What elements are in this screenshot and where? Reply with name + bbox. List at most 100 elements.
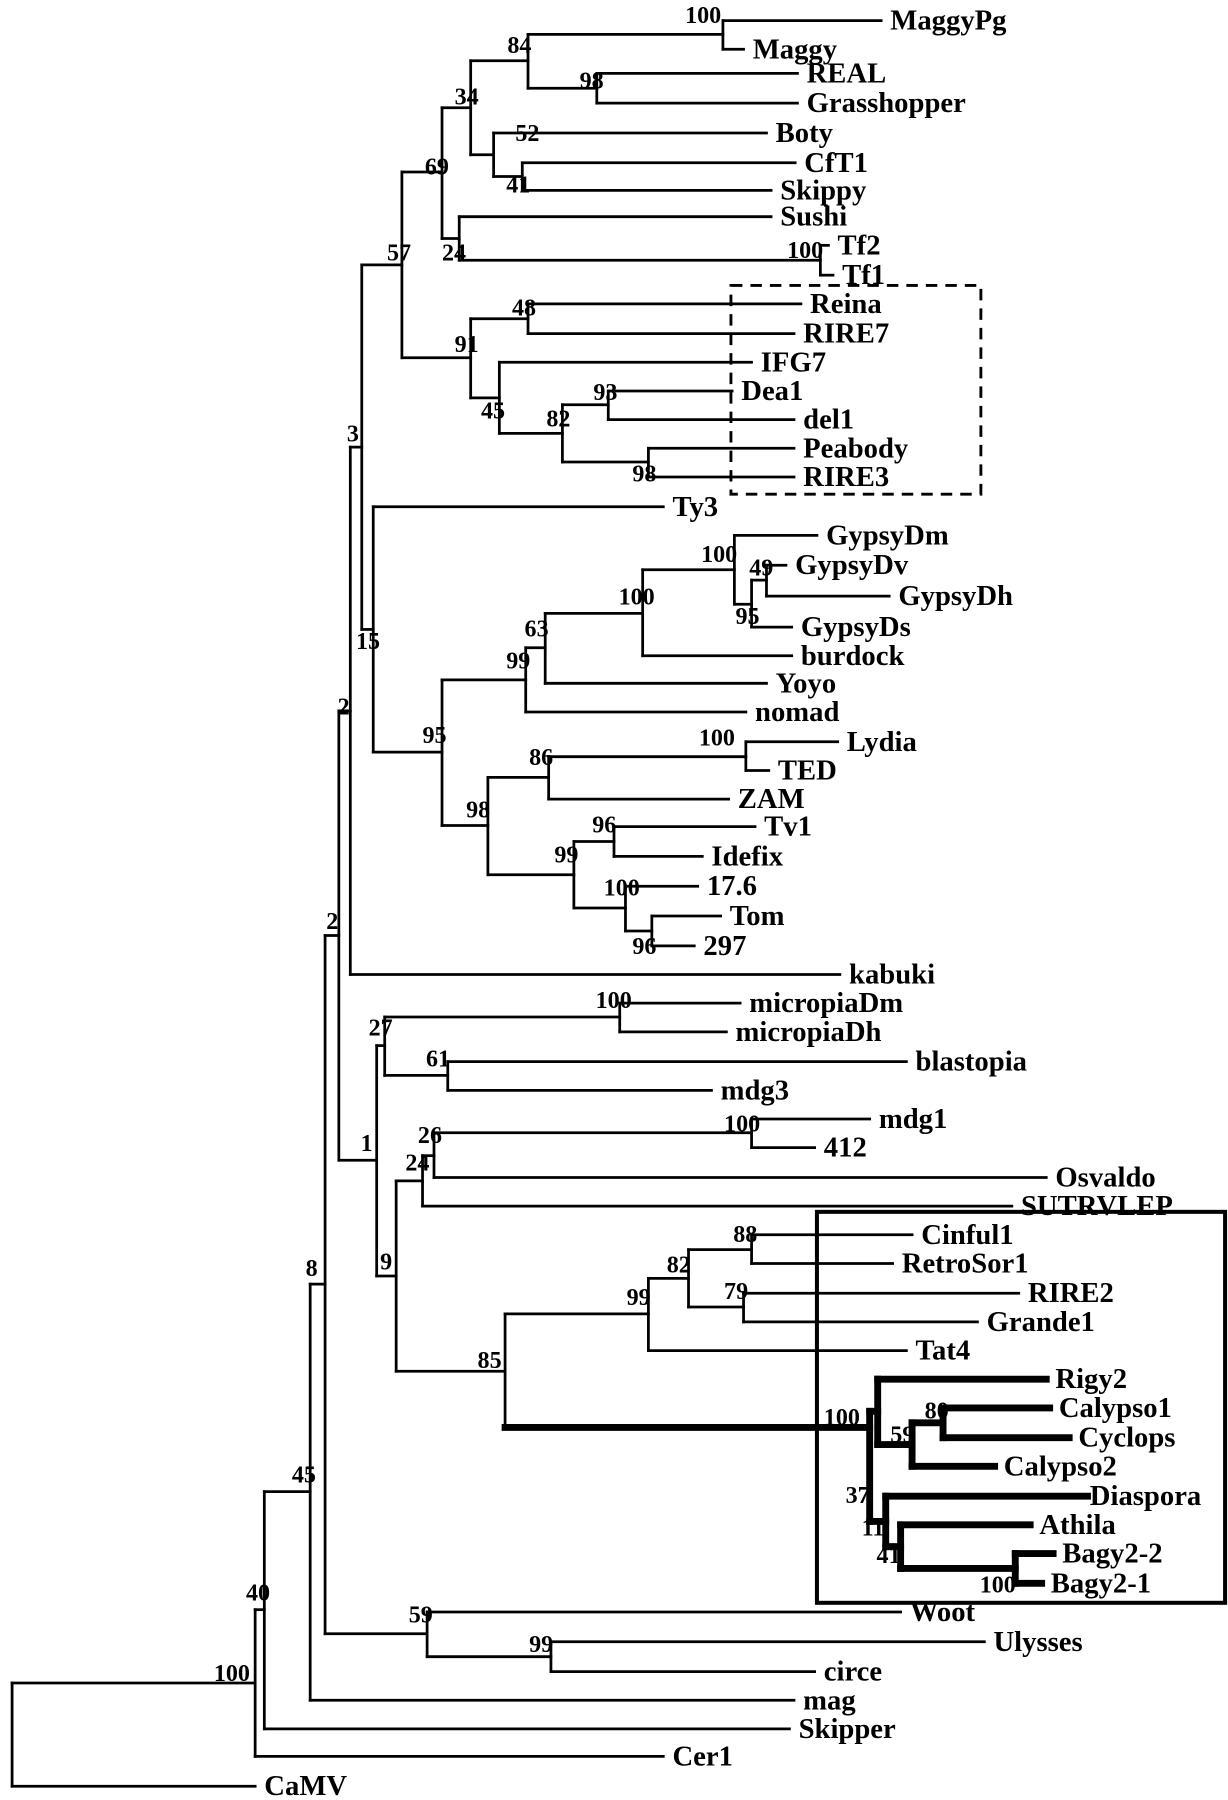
taxon-label: del1 bbox=[803, 404, 854, 436]
taxon-label: 412 bbox=[824, 1132, 867, 1164]
bootstrap-value: 79 bbox=[724, 1279, 748, 1305]
bootstrap-value: 99 bbox=[554, 842, 578, 868]
taxon-label: REAL bbox=[807, 57, 887, 89]
taxon-label: Bagy2-1 bbox=[1051, 1567, 1151, 1599]
taxon-label: CfT1 bbox=[804, 147, 868, 179]
bootstrap-value: 1 bbox=[361, 1131, 373, 1157]
bootstrap-value: 88 bbox=[733, 1222, 757, 1248]
bootstrap-value: 80 bbox=[925, 1398, 949, 1424]
bootstrap-value: 98 bbox=[632, 462, 656, 488]
taxon-label: Athila bbox=[1039, 1509, 1115, 1541]
taxon-label: circe bbox=[824, 1656, 882, 1688]
bootstrap-value: 41 bbox=[506, 173, 530, 199]
taxon-label: GypsyDs bbox=[801, 611, 911, 643]
bootstrap-value: 52 bbox=[515, 121, 539, 147]
bootstrap-value: 2 bbox=[326, 909, 338, 935]
taxon-label: Ty3 bbox=[672, 491, 718, 523]
bootstrap-value: 82 bbox=[546, 407, 570, 433]
taxon-label: Grasshopper bbox=[807, 87, 966, 119]
bootstrap-value: 61 bbox=[426, 1046, 450, 1072]
taxon-label: SUTRVLEP bbox=[1021, 1190, 1173, 1222]
taxon-label: blastopia bbox=[916, 1046, 1027, 1078]
taxon-label: RIRE3 bbox=[803, 461, 889, 493]
bootstrap-value: 100 bbox=[596, 988, 632, 1014]
taxon-label: Osvaldo bbox=[1055, 1161, 1155, 1193]
taxon-label: mag bbox=[803, 1684, 856, 1716]
bootstrap-value: 27 bbox=[369, 1015, 393, 1041]
bootstrap-value: 37 bbox=[846, 1483, 870, 1509]
taxon-label: 17.6 bbox=[707, 870, 757, 902]
taxon-label: CaMV bbox=[264, 1770, 347, 1800]
taxon-label: Ulysses bbox=[993, 1626, 1082, 1658]
bootstrap-value: 45 bbox=[481, 399, 505, 425]
bootstrap-value: 100 bbox=[980, 1573, 1016, 1599]
bootstrap-value: 82 bbox=[667, 1253, 691, 1279]
taxon-label: Skippy bbox=[780, 174, 867, 206]
taxon-label: micropiaDh bbox=[736, 1016, 882, 1048]
taxon-label: Peabody bbox=[803, 432, 909, 464]
bootstrap-value: 100 bbox=[604, 876, 640, 902]
taxon-label: Skipper bbox=[799, 1713, 896, 1745]
taxon-label: Dea1 bbox=[741, 375, 803, 407]
taxon-label: Cer1 bbox=[672, 1740, 732, 1772]
taxon-label: Grande1 bbox=[987, 1306, 1095, 1338]
bootstrap-value: 100 bbox=[699, 725, 735, 751]
bootstrap-value: 3 bbox=[347, 422, 359, 448]
bootstrap-value: 96 bbox=[632, 934, 656, 960]
bootstrap-value: 69 bbox=[425, 154, 449, 180]
solid-highlight-box bbox=[814, 1209, 1228, 1605]
bootstrap-value: 24 bbox=[442, 240, 466, 266]
bootstrap-value: 85 bbox=[478, 1348, 502, 1374]
bootstrap-value: 100 bbox=[724, 1112, 760, 1138]
bootstrap-value: 2 bbox=[338, 694, 350, 720]
taxon-label: GypsyDm bbox=[826, 519, 949, 551]
taxon-label: Tom bbox=[730, 900, 785, 932]
bootstrap-value: 40 bbox=[246, 1581, 270, 1607]
taxon-label: Tf2 bbox=[838, 229, 881, 261]
taxon-label: Diaspora bbox=[1090, 1480, 1201, 1512]
taxon-label: Boty bbox=[776, 117, 834, 149]
taxon-label: Idefix bbox=[711, 840, 783, 872]
bootstrap-value: 59 bbox=[890, 1422, 914, 1448]
taxon-label: 297 bbox=[703, 930, 746, 962]
taxon-label: TED bbox=[778, 754, 837, 786]
taxon-label: Tv1 bbox=[764, 811, 812, 843]
bootstrap-value: 100 bbox=[701, 542, 737, 568]
bootstrap-value: 8 bbox=[306, 1256, 318, 1282]
bootstrap-value: 45 bbox=[292, 1463, 316, 1489]
bootstrap-value: 95 bbox=[736, 604, 760, 630]
bootstrap-value: 41 bbox=[877, 1543, 901, 1569]
bootstrap-value: 86 bbox=[529, 745, 553, 771]
taxon-label: Tf1 bbox=[842, 259, 885, 291]
taxon-label: Cyclops bbox=[1078, 1422, 1175, 1454]
bootstrap-value: 34 bbox=[455, 84, 479, 110]
taxon-label: RIRE2 bbox=[1028, 1277, 1114, 1309]
bootstrap-value: 95 bbox=[423, 723, 447, 749]
bootstrap-value: 99 bbox=[506, 649, 530, 675]
bootstrap-value: 99 bbox=[529, 1632, 553, 1658]
bootstrap-value: 93 bbox=[593, 380, 617, 406]
bootstrap-value: 11 bbox=[862, 1515, 885, 1541]
bootstrap-value: 9 bbox=[380, 1249, 392, 1275]
taxon-label: Sushi bbox=[780, 201, 847, 233]
taxon-label: GypsyDv bbox=[795, 549, 909, 581]
taxon-label: mdg3 bbox=[721, 1074, 789, 1106]
bootstrap-value: 49 bbox=[749, 556, 773, 582]
bootstrap-value: 100 bbox=[214, 1661, 250, 1687]
bootstrap-value: 63 bbox=[525, 616, 549, 642]
taxon-label: kabuki bbox=[849, 959, 935, 991]
taxon-label: Calypso1 bbox=[1059, 1392, 1172, 1424]
bootstrap-value: 26 bbox=[418, 1123, 442, 1149]
taxon-label: IFG7 bbox=[761, 346, 826, 378]
bootstrap-value: 100 bbox=[787, 238, 823, 264]
taxon-label: Yoyo bbox=[776, 667, 837, 699]
bootstrap-value: 24 bbox=[405, 1151, 429, 1177]
taxon-label: Reina bbox=[810, 288, 882, 320]
bootstrap-value: 96 bbox=[592, 812, 616, 838]
taxon-label: Maggy bbox=[753, 33, 838, 65]
taxon-label: Cinful1 bbox=[921, 1219, 1013, 1251]
taxon-label: Lydia bbox=[847, 726, 917, 758]
bootstrap-value: 48 bbox=[512, 295, 536, 321]
bootstrap-value: 15 bbox=[356, 629, 380, 655]
